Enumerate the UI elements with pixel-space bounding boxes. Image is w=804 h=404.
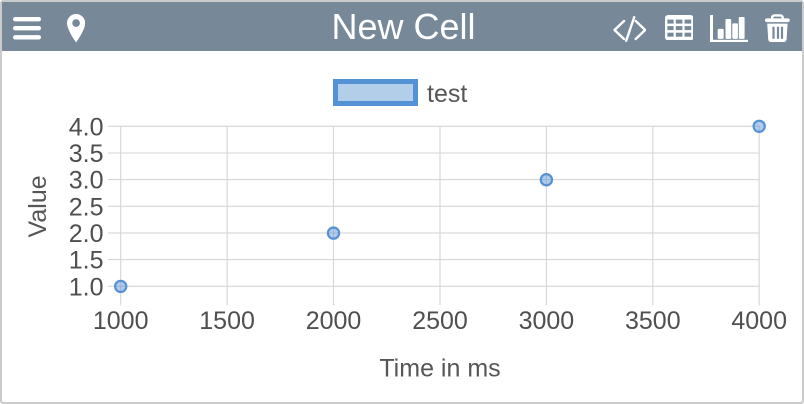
svg-text:1.0: 1.0 [69, 273, 104, 301]
svg-text:Time in ms: Time in ms [379, 355, 500, 383]
svg-text:4.0: 4.0 [69, 113, 104, 141]
svg-text:4000: 4000 [731, 307, 787, 335]
svg-text:2500: 2500 [412, 307, 468, 335]
svg-text:3.0: 3.0 [69, 167, 104, 195]
svg-text:3500: 3500 [625, 307, 681, 335]
svg-text:3000: 3000 [519, 307, 575, 335]
svg-text:1.5: 1.5 [69, 247, 104, 275]
svg-text:1000: 1000 [93, 307, 149, 335]
svg-text:3.5: 3.5 [69, 140, 104, 168]
svg-text:1500: 1500 [199, 307, 255, 335]
svg-text:Value: Value [24, 175, 52, 237]
svg-text:test: test [427, 80, 467, 108]
svg-text:2000: 2000 [306, 307, 362, 335]
svg-text:2.5: 2.5 [69, 193, 104, 221]
svg-text:2.0: 2.0 [69, 220, 104, 248]
